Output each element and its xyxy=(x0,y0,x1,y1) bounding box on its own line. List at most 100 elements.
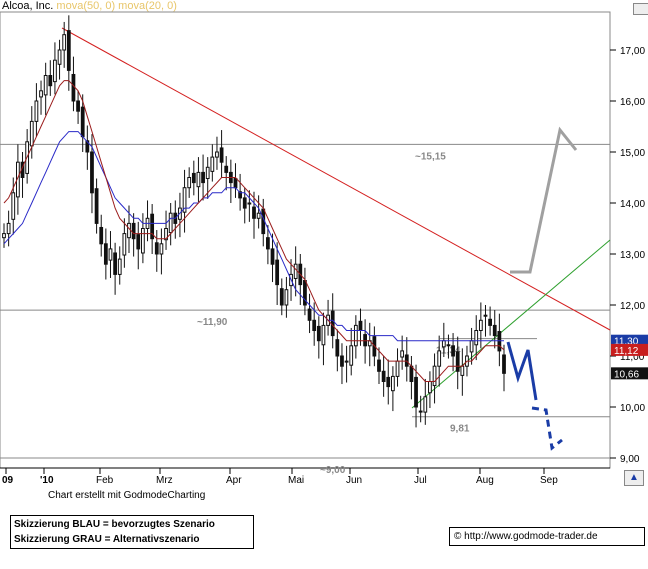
candle-body xyxy=(238,191,243,199)
candle-body xyxy=(256,212,261,219)
candle-body xyxy=(76,100,80,112)
ma20-line xyxy=(3,80,505,382)
y-tick-label: 10,00 xyxy=(620,403,645,414)
candle-body xyxy=(284,289,289,306)
candle-body xyxy=(57,49,62,65)
candle-body xyxy=(191,172,196,184)
candle-body xyxy=(168,212,173,234)
candle-body xyxy=(400,350,405,358)
x-axis: 09 '10 Feb Mrz Apr Mai Jun Jul Aug Sep xyxy=(2,468,558,486)
chart-header: Alcoa, Inc. mova(50, 0) mova(20, 0) xyxy=(2,0,177,12)
candle-body xyxy=(437,350,442,367)
y-tick-label: 11,00 xyxy=(620,352,645,363)
candle-body xyxy=(307,308,312,321)
preferred-scenario-dashed xyxy=(531,406,563,451)
candle-body xyxy=(94,188,99,224)
candle-body xyxy=(90,151,94,194)
candle-body xyxy=(312,319,317,331)
candle-body xyxy=(316,325,321,342)
candle-body xyxy=(62,34,67,51)
candle-body xyxy=(455,351,460,372)
y-tick-label: 16,00 xyxy=(620,97,645,108)
candle-body xyxy=(99,226,104,245)
y-tick-label: 13,00 xyxy=(620,250,645,261)
candle-body xyxy=(2,233,6,239)
legend-gray: Skizzierung GRAU = Alternativszenario xyxy=(14,534,200,545)
price-label-box xyxy=(611,343,648,356)
candle-body xyxy=(391,375,395,392)
candle-body xyxy=(205,166,210,180)
candle-body xyxy=(29,120,34,147)
stock-title: Alcoa, Inc. xyxy=(2,0,54,12)
candle-body xyxy=(159,243,164,255)
candle-body xyxy=(488,318,493,326)
candle-body xyxy=(266,237,270,250)
candle-body xyxy=(233,178,238,189)
candle-body xyxy=(11,192,16,220)
window-button[interactable] xyxy=(633,3,648,15)
indicator-legend: mova(50, 0) mova(20, 0) xyxy=(56,0,177,12)
x-tick-label: Jul xyxy=(414,475,427,486)
candle-body xyxy=(414,376,418,408)
candle-body xyxy=(293,263,298,279)
price-label: 11,30 xyxy=(614,337,639,348)
candle-body xyxy=(340,355,344,367)
candle-body xyxy=(215,151,219,158)
candle-body xyxy=(34,100,39,122)
x-tick-label: '10 xyxy=(40,475,54,486)
candle-body xyxy=(48,75,53,87)
candle-body xyxy=(478,319,483,331)
candle-body xyxy=(432,365,437,387)
candle-body xyxy=(103,243,108,265)
alternative-scenario-path xyxy=(510,126,578,274)
candle-body xyxy=(219,147,224,163)
candle-body xyxy=(441,340,446,348)
candle-body xyxy=(502,354,506,374)
chart-credit: Chart erstellt mit GodmodeCharting xyxy=(48,490,206,501)
candle-body xyxy=(108,248,113,261)
scenario-legend: Skizzierung BLAU = bevorzugtes Szenario … xyxy=(10,515,254,549)
candles xyxy=(2,15,506,428)
candle-body xyxy=(270,248,275,265)
y-tick-label: 15,00 xyxy=(620,148,645,159)
candle-body xyxy=(122,233,127,256)
candle-body xyxy=(377,359,381,372)
candle-body xyxy=(6,222,11,235)
candle-body xyxy=(127,222,131,239)
candle-body xyxy=(451,345,455,357)
moving-averages xyxy=(3,80,505,382)
legend-blue: Skizzierung BLAU = bevorzugtes Szenario xyxy=(14,519,215,530)
candle-body xyxy=(252,206,256,219)
candle-body xyxy=(469,340,474,353)
candle-body xyxy=(210,156,215,172)
preferred-scenario-path xyxy=(506,341,538,401)
level-label: ~15,15 xyxy=(415,151,446,162)
candle-body xyxy=(404,354,409,367)
price-label: 11,12 xyxy=(614,346,639,357)
candle-body xyxy=(279,288,284,306)
x-tick-label: Sep xyxy=(540,475,558,486)
candle-body xyxy=(113,252,117,275)
plot-border xyxy=(0,11,611,469)
candle-body xyxy=(386,376,391,388)
x-tick-label: Apr xyxy=(226,475,242,486)
level-label: 9,81 xyxy=(450,424,470,435)
source-url[interactable]: © http://www.godmode-trader.de xyxy=(449,527,645,546)
candle-body xyxy=(80,106,85,138)
level-label: ~9,00 xyxy=(320,465,346,476)
candle-body xyxy=(187,177,192,189)
price-label-box xyxy=(611,367,648,380)
candle-body xyxy=(381,370,386,382)
candle-body xyxy=(335,339,340,357)
candle-body xyxy=(353,324,358,347)
support-trendline xyxy=(411,239,611,409)
candle-body xyxy=(71,73,76,102)
candle-body xyxy=(344,360,349,363)
x-tick-label: Mrz xyxy=(156,475,173,486)
candle-body xyxy=(196,171,201,188)
x-tick-label: Feb xyxy=(96,475,114,486)
x-tick-label: Mai xyxy=(288,475,304,486)
scroll-button[interactable]: ▲ xyxy=(624,470,644,486)
